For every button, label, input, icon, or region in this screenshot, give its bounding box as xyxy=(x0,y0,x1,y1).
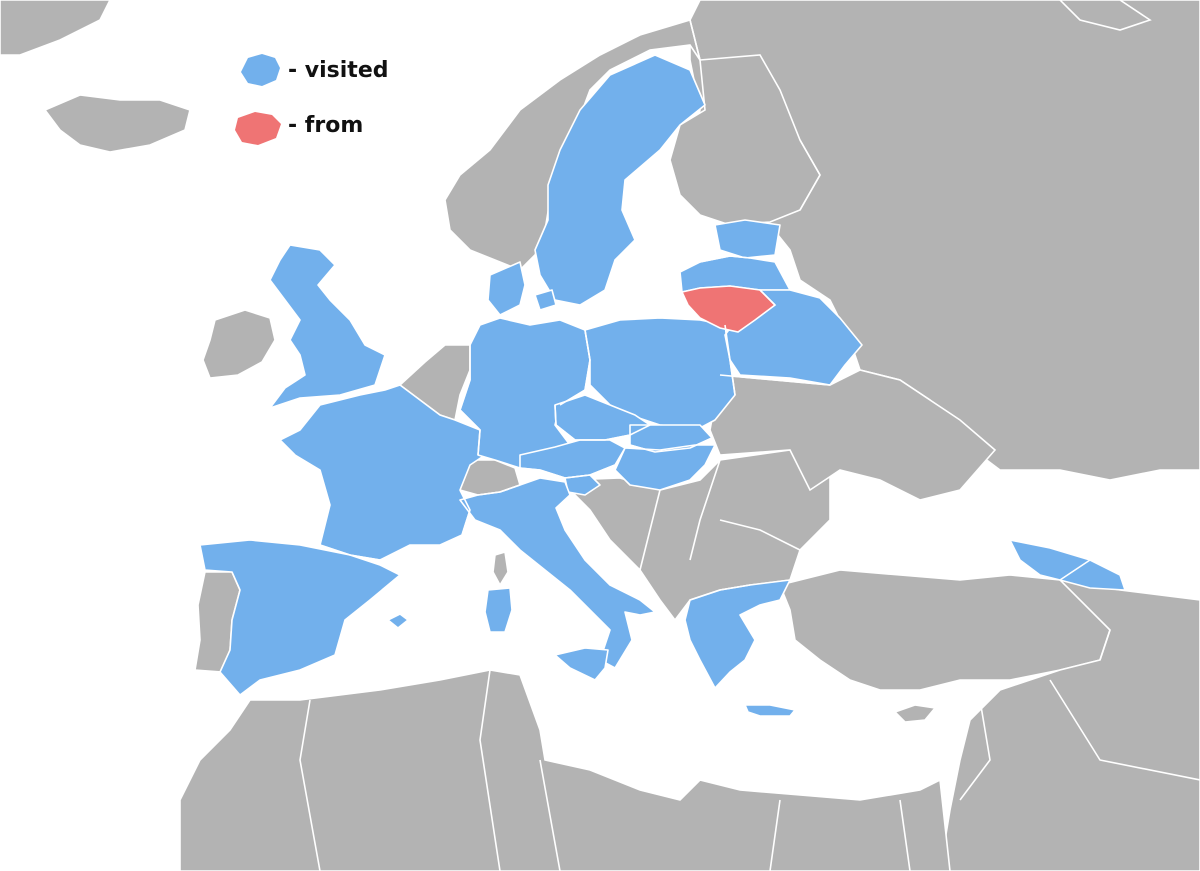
north-africa xyxy=(179,669,951,871)
country-poland xyxy=(584,317,736,429)
visited-countries xyxy=(199,54,1126,717)
country-denmark xyxy=(487,261,526,316)
country-spain-balearic xyxy=(387,613,409,629)
legend-from-label: - from xyxy=(288,113,363,138)
arctic-island xyxy=(1058,0,1152,31)
country-georgia xyxy=(1009,539,1126,591)
cyprus xyxy=(893,704,937,723)
greenland-corner xyxy=(0,0,111,56)
legend-visited-label: - visited xyxy=(288,58,389,83)
country-italy-sicily xyxy=(554,647,609,681)
country-borders xyxy=(299,19,1200,871)
iceland xyxy=(43,94,191,153)
country-sweden xyxy=(534,54,706,306)
legend-from-swatch xyxy=(235,112,281,145)
country-denmark-island xyxy=(534,289,557,311)
country-estonia xyxy=(714,219,781,259)
legend-visited-swatch xyxy=(241,54,280,86)
country-hungary xyxy=(614,444,716,491)
country-italy xyxy=(459,477,656,669)
country-greece-crete xyxy=(744,704,796,717)
ukraine xyxy=(709,369,997,501)
country-italy-sardinia xyxy=(484,587,513,633)
legend: - visited - from xyxy=(235,54,389,145)
corsica xyxy=(492,550,509,587)
country-uk xyxy=(269,244,386,409)
country-lithuania xyxy=(680,285,777,333)
ireland xyxy=(202,309,276,379)
country-greece xyxy=(684,579,791,689)
